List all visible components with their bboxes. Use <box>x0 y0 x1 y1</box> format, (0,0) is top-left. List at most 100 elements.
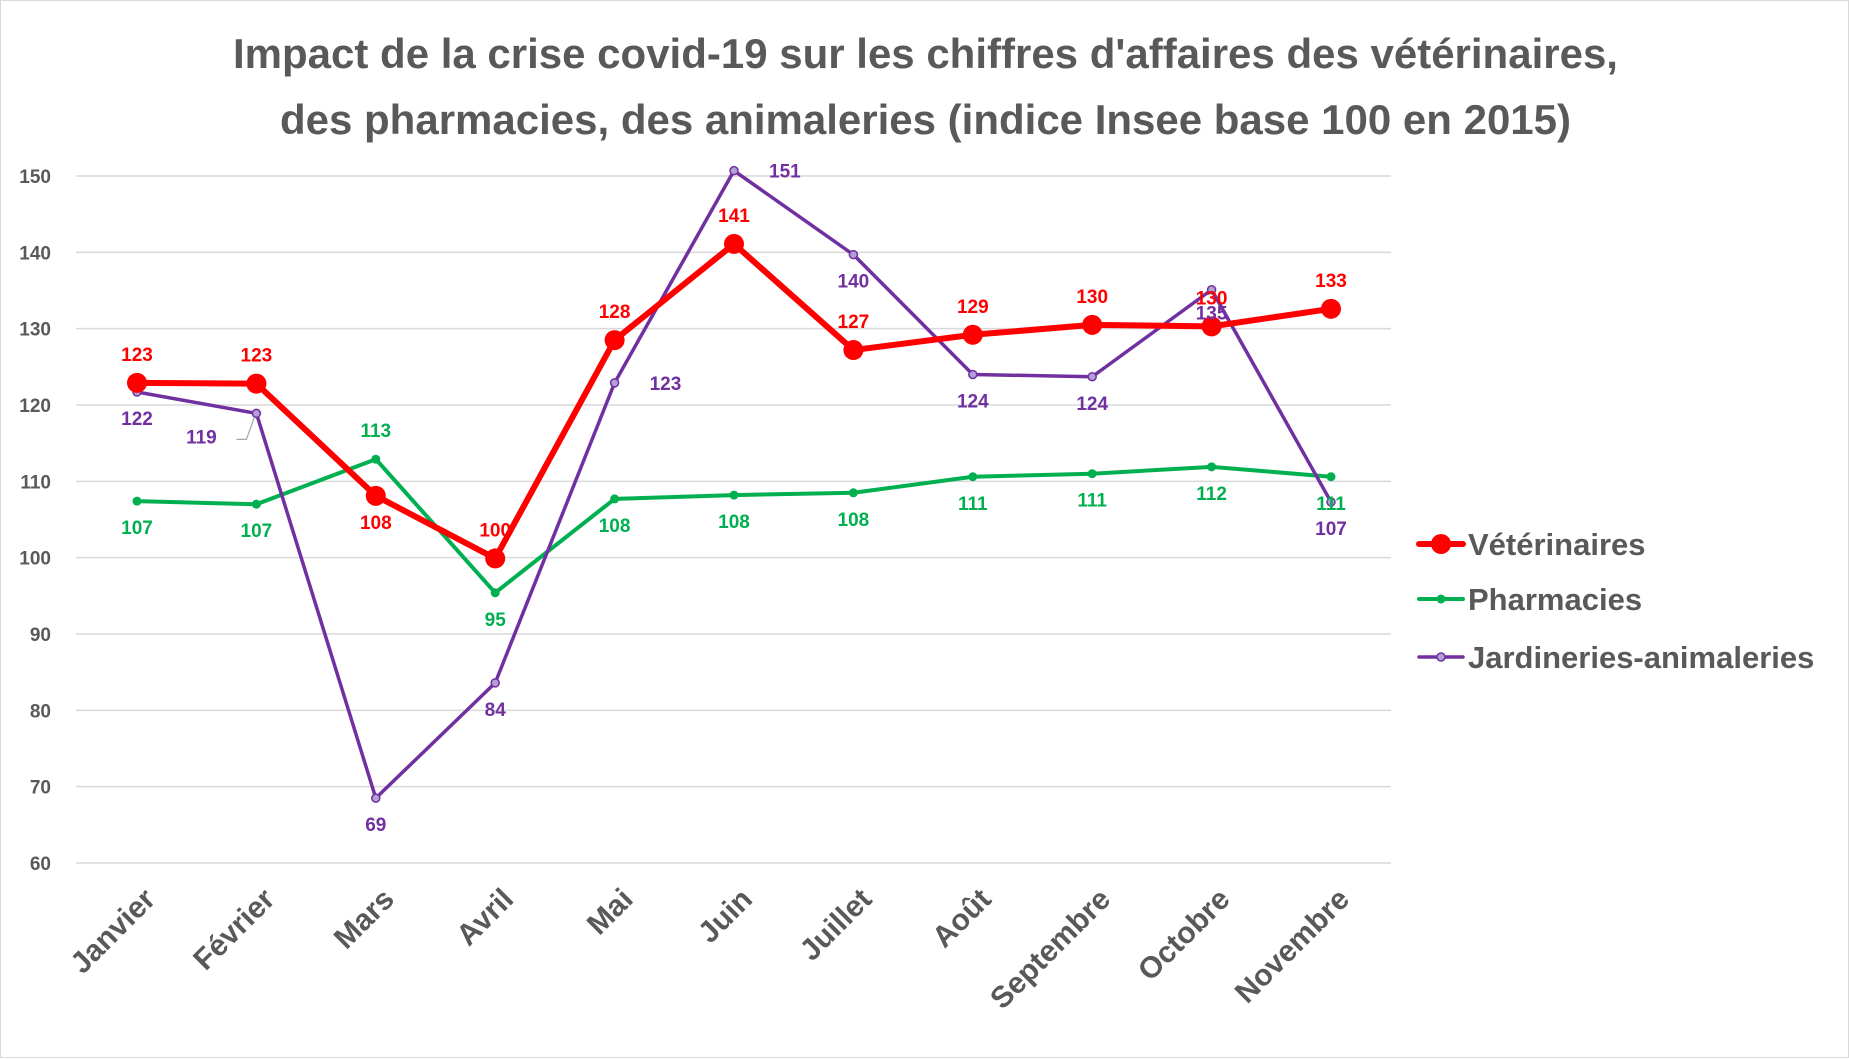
x-tick-label: Octobre <box>1132 883 1237 988</box>
y-tick-label: 120 <box>19 396 51 417</box>
label-leader-line <box>236 417 255 440</box>
x-tick-label: Avril <box>450 883 520 953</box>
data-point-pharmacies <box>1326 472 1336 482</box>
data-point-pharmacies <box>968 472 978 482</box>
data-point-veterinaires <box>1201 316 1222 337</box>
y-tick-label: 90 <box>30 625 51 646</box>
data-point-veterinaires <box>127 372 147 393</box>
legend-swatch-marker <box>1436 652 1446 662</box>
data-point-pharmacies <box>251 499 261 509</box>
y-tick-label: 130 <box>19 320 51 341</box>
data-point-veterinaires <box>724 233 744 254</box>
series-veterinaires <box>127 233 1341 569</box>
data-point-jardineries-animaleries <box>848 249 859 260</box>
data-label: 127 <box>838 312 870 333</box>
data-label: 123 <box>121 345 153 366</box>
x-tick-label: Mars <box>328 883 401 956</box>
x-tick-label: Novembre <box>1229 883 1356 1010</box>
y-tick-label: 60 <box>30 854 51 875</box>
data-labels-pharmacies: 107 107 113 95 108 108 108 111 111 112 111 <box>121 421 1346 631</box>
chart-title: Impact de la crise covid-19 sur les chif… <box>1 21 1849 153</box>
data-point-pharmacies <box>848 488 858 498</box>
data-point-veterinaires <box>1321 298 1341 319</box>
x-tick-label: Juin <box>692 883 759 950</box>
legend-item-jardineries-animaleries: Jardineries-animaleries <box>1417 640 1814 675</box>
y-axis: 60 70 80 90 100 110 120 130 140 150 <box>19 167 51 875</box>
data-point-veterinaires <box>604 330 625 351</box>
y-tick-label: 150 <box>19 167 51 188</box>
data-point-pharmacies <box>490 588 500 598</box>
data-label: 111 <box>1077 491 1107 512</box>
data-point-veterinaires <box>843 340 864 361</box>
data-labels-veterinaires: 123 123 108 100 128 141 127 129 130 130 133 <box>121 206 1347 541</box>
data-label: 135 <box>1196 304 1228 325</box>
data-label: 100 <box>479 520 511 541</box>
data-label: 107 <box>1315 519 1347 540</box>
data-point-pharmacies <box>371 454 381 464</box>
data-point-pharmacies <box>1207 462 1217 472</box>
data-label: 123 <box>650 374 682 395</box>
data-label: 130 <box>1076 287 1108 308</box>
data-label: 130 <box>1196 288 1228 309</box>
data-label: 122 <box>121 409 153 430</box>
y-tick-label: 100 <box>19 549 51 570</box>
data-label: 108 <box>360 513 392 534</box>
legend-item-veterinaires: Vétérinaires <box>1416 527 1646 562</box>
data-point-jardineries-animaleries <box>1087 372 1097 382</box>
data-label: 129 <box>957 297 989 318</box>
data-label: 84 <box>485 700 507 721</box>
data-label: 141 <box>718 206 750 227</box>
data-label: 107 <box>241 521 273 542</box>
data-point-jardineries-animaleries <box>729 165 739 176</box>
data-label: 151 <box>769 162 801 183</box>
series-line-jardineries-animaleries <box>135 168 1333 800</box>
chart-title-line-1: Impact de la crise covid-19 sur les chif… <box>233 30 1618 77</box>
data-point-pharmacies <box>610 494 620 504</box>
x-tick-label: Février <box>187 882 281 976</box>
data-point-jardineries-animaleries <box>371 793 381 803</box>
data-label: 123 <box>241 346 273 367</box>
data-label: 133 <box>1315 271 1347 292</box>
legend-label: Vétérinaires <box>1468 527 1646 562</box>
data-label: 124 <box>957 391 989 412</box>
x-tick-label: Juillet <box>794 883 879 968</box>
data-label: 111 <box>958 494 988 515</box>
y-tick-label: 140 <box>19 243 51 264</box>
data-point-veterinaires <box>1082 314 1103 335</box>
x-tick-label: Août <box>926 883 998 955</box>
data-labels-jardineries-animaleries: 122 119 69 84 123 151 140 124 124 135 107 <box>121 162 1347 836</box>
data-label: 111 <box>1316 494 1346 515</box>
data-label: 95 <box>485 610 507 631</box>
chart-title-line-2: des pharmacies, des animaleries (indice … <box>279 96 1572 143</box>
data-point-pharmacies <box>729 490 739 500</box>
data-label: 107 <box>121 518 153 539</box>
data-point-pharmacies <box>1087 469 1097 479</box>
data-point-jardineries-animaleries <box>609 378 620 388</box>
x-tick-label: Janvier <box>64 882 162 980</box>
data-label: 113 <box>360 421 391 442</box>
data-label: 112 <box>1196 484 1227 505</box>
y-tick-label: 110 <box>20 472 51 493</box>
data-label: 124 <box>1076 394 1108 415</box>
legend-swatch-marker <box>1431 534 1451 554</box>
y-tick-label: 80 <box>30 701 51 722</box>
data-point-veterinaires <box>962 324 983 345</box>
data-label: 108 <box>838 510 870 531</box>
data-point-pharmacies <box>132 496 142 506</box>
data-point-veterinaires <box>246 373 267 394</box>
legend-item-pharmacies: Pharmacies <box>1417 582 1642 617</box>
data-point-jardineries-animaleries <box>1326 497 1336 507</box>
data-point-veterinaires <box>365 485 386 506</box>
x-tick-label: Mai <box>581 883 640 942</box>
x-tick-label: Septembre <box>984 883 1117 1016</box>
y-tick-label: 70 <box>30 778 51 799</box>
data-label: 119 <box>186 427 217 448</box>
legend: Vétérinaires Pharmacies Jardineries-animal… <box>1416 527 1814 675</box>
legend-label: Pharmacies <box>1468 582 1642 617</box>
data-label: 108 <box>718 512 750 533</box>
data-point-jardineries-animaleries <box>968 369 978 380</box>
data-point-jardineries-animaleries <box>490 678 500 688</box>
series-pharmacies <box>132 454 1336 598</box>
